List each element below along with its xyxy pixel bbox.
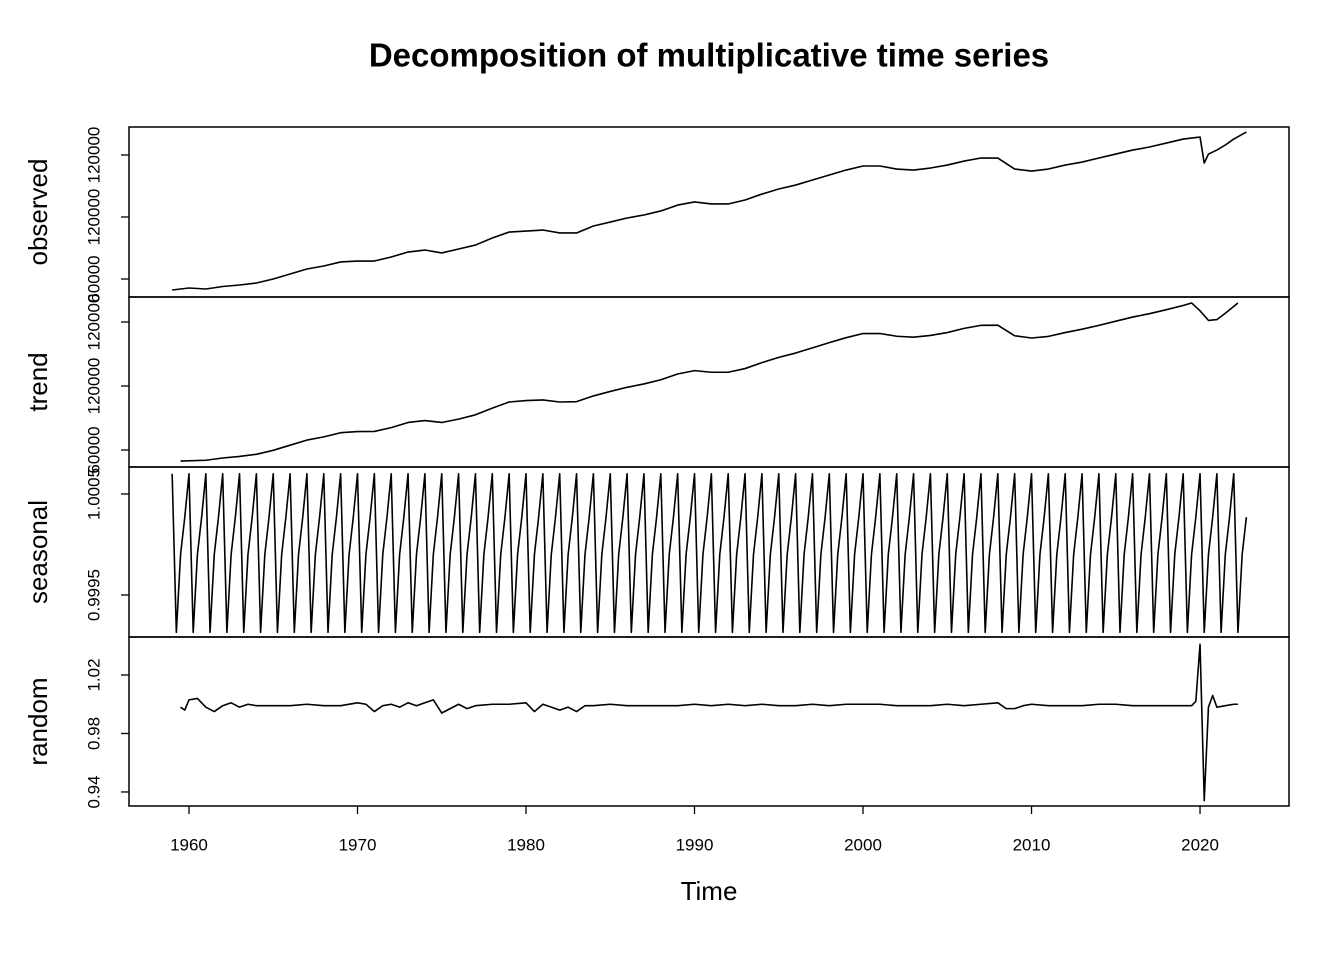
y-tick-label: 0.9995 — [84, 569, 103, 621]
x-tick-label: 2000 — [844, 835, 882, 854]
y-tick-label: 0.98 — [84, 717, 103, 750]
y-tick-label: 120000 — [84, 358, 103, 415]
series-line — [172, 131, 1247, 291]
y-axis-label: random — [23, 677, 53, 765]
panel-frame — [128, 636, 1290, 807]
y-tick-label: 1.0005 — [84, 468, 103, 520]
y-tick-label: 0.94 — [84, 775, 103, 808]
series-line — [180, 643, 1238, 802]
x-tick-label: 1960 — [170, 835, 208, 854]
y-axis-label: trend — [23, 352, 53, 411]
x-tick-label: 2020 — [1181, 835, 1219, 854]
y-axis-label: seasonal — [23, 500, 53, 604]
x-tick-label: 1970 — [339, 835, 377, 854]
x-tick-label: 2010 — [1013, 835, 1051, 854]
y-tick-label: 120000 — [84, 189, 103, 246]
y-tick-label: 120000 — [84, 127, 103, 184]
panel-frame — [128, 126, 1290, 298]
x-axis-label: Time — [681, 876, 738, 906]
chart-title: Decomposition of multiplicative time ser… — [369, 37, 1049, 74]
x-tick-label: 1980 — [507, 835, 545, 854]
series-line — [180, 302, 1239, 462]
series-line — [171, 472, 1248, 634]
y-tick-label: 60000 — [84, 255, 103, 302]
y-tick-label: 60000 — [84, 426, 103, 473]
y-tick-label: 1.02 — [84, 658, 103, 691]
y-axis-label: observed — [23, 159, 53, 266]
y-tick-label: 120000 — [84, 294, 103, 351]
x-tick-label: 1990 — [676, 835, 714, 854]
